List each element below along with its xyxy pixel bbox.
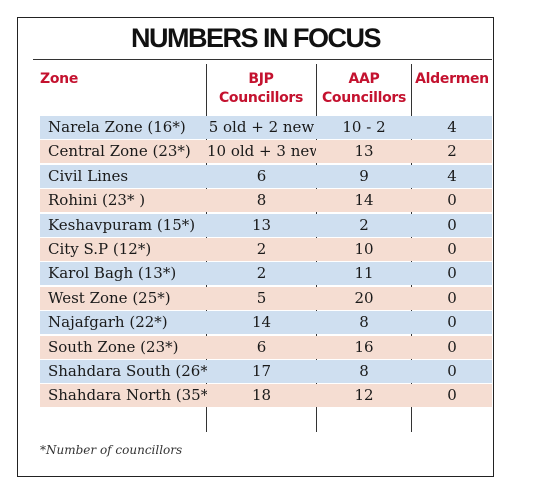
top-border bbox=[17, 17, 494, 18]
column-header-aldermen: Aldermen bbox=[415, 71, 489, 87]
zone-cell: Narela Zone (16*) bbox=[48, 118, 186, 136]
aap-cell: 2 bbox=[359, 215, 369, 234]
bjp-cell: 5 old + 2 new bbox=[208, 118, 315, 136]
bjp-cell: 6 bbox=[256, 337, 267, 356]
zone-cell: Civil Lines bbox=[48, 166, 129, 185]
column-header-bjp: BJP Councillors bbox=[218, 71, 304, 106]
aap-cell: 10 - 2 bbox=[342, 118, 386, 136]
aldermen-cell: 4 bbox=[447, 166, 457, 185]
title-divider bbox=[33, 59, 492, 60]
zone-cell: Keshavpuram (15*) bbox=[48, 215, 196, 234]
table-row: Rohini (23* ) 8 14 0 bbox=[40, 189, 492, 213]
table-row: Narela Zone (16*) 5 old + 2 new 10 - 2 4 bbox=[40, 116, 492, 139]
zone-cell: West Zone (25*) bbox=[48, 288, 171, 307]
table-frame bbox=[17, 17, 494, 476]
bjp-cell: 2 bbox=[256, 239, 267, 258]
bjp-cell: 13 bbox=[251, 215, 272, 234]
zone-cell: Najafgarh (22*) bbox=[48, 313, 168, 332]
aldermen-cell: 0 bbox=[447, 264, 457, 283]
aap-cell: 8 bbox=[359, 313, 369, 332]
bjp-cell: 18 bbox=[251, 386, 272, 405]
table-row: Shahdara North (35*) 18 12 0 bbox=[40, 384, 492, 408]
aap-cell: 10 bbox=[354, 239, 374, 258]
aldermen-cell: 0 bbox=[447, 313, 457, 332]
table-row: Najafgarh (22*) 14 8 0 bbox=[40, 311, 492, 335]
table-row: Keshavpuram (15*) 13 2 0 bbox=[40, 213, 492, 237]
table-row: West Zone (25*) 5 20 0 bbox=[40, 286, 492, 310]
bjp-cell: 2 bbox=[256, 264, 267, 283]
table-row: Karol Bagh (13*) 2 11 0 bbox=[40, 262, 492, 286]
column-header-zone: Zone bbox=[40, 71, 79, 87]
aldermen-cell: 4 bbox=[447, 118, 457, 136]
data-table: Narela Zone (16*) 5 old + 2 new 10 - 2 4 Cen… bbox=[40, 116, 492, 409]
aap-cell: 13 bbox=[354, 142, 374, 161]
aldermen-cell: 0 bbox=[447, 239, 457, 258]
table-row: Civil Lines 6 9 4 bbox=[40, 164, 492, 188]
bjp-cell: 10 old + 3 new bbox=[207, 142, 316, 161]
bjp-cell: 17 bbox=[251, 361, 272, 380]
bjp-cell: 14 bbox=[251, 313, 272, 332]
zone-cell: South Zone (23*) bbox=[48, 337, 179, 356]
zone-cell: Karol Bagh (13*) bbox=[48, 264, 177, 283]
aldermen-cell: 0 bbox=[447, 191, 457, 210]
zone-cell: Shahdara South (26*) bbox=[48, 361, 207, 380]
aap-cell: 8 bbox=[359, 361, 369, 380]
aldermen-cell: 2 bbox=[447, 142, 457, 161]
aap-cell: 9 bbox=[359, 166, 369, 185]
bottom-border-left bbox=[17, 476, 279, 477]
aap-cell: 14 bbox=[354, 191, 374, 210]
aap-cell: 20 bbox=[354, 288, 374, 307]
zone-cell: Central Zone (23*) bbox=[48, 142, 191, 161]
aldermen-cell: 0 bbox=[447, 288, 457, 307]
zone-cell: Shahdara North (35*) bbox=[48, 386, 207, 405]
aap-cell: 11 bbox=[354, 264, 374, 283]
table-row: Central Zone (23*) 10 old + 3 new 13 2 bbox=[40, 140, 492, 164]
aldermen-cell: 0 bbox=[447, 337, 457, 356]
aap-cell: 16 bbox=[354, 337, 374, 356]
column-header-aap: AAP Councillors bbox=[321, 71, 407, 106]
table-row: City S.P (12*) 2 10 0 bbox=[40, 237, 492, 261]
aap-cell: 12 bbox=[354, 386, 374, 405]
aldermen-cell: 0 bbox=[447, 386, 457, 405]
aldermen-cell: 0 bbox=[447, 361, 457, 380]
bjp-cell: 8 bbox=[256, 191, 267, 210]
zone-cell: Rohini (23* ) bbox=[48, 191, 146, 210]
bjp-cell: 5 bbox=[256, 288, 267, 307]
aldermen-cell: 0 bbox=[447, 215, 457, 234]
zone-cell: City S.P (12*) bbox=[48, 239, 152, 258]
table-row: Shahdara South (26*) 17 8 0 bbox=[40, 359, 492, 383]
bottom-border-right bbox=[279, 476, 494, 477]
table-row: South Zone (23*) 6 16 0 bbox=[40, 335, 492, 359]
page-title: NUMBERS IN FOCUS bbox=[130, 23, 382, 53]
bjp-cell: 6 bbox=[256, 166, 267, 185]
footnote: *Number of councillors bbox=[40, 443, 183, 457]
